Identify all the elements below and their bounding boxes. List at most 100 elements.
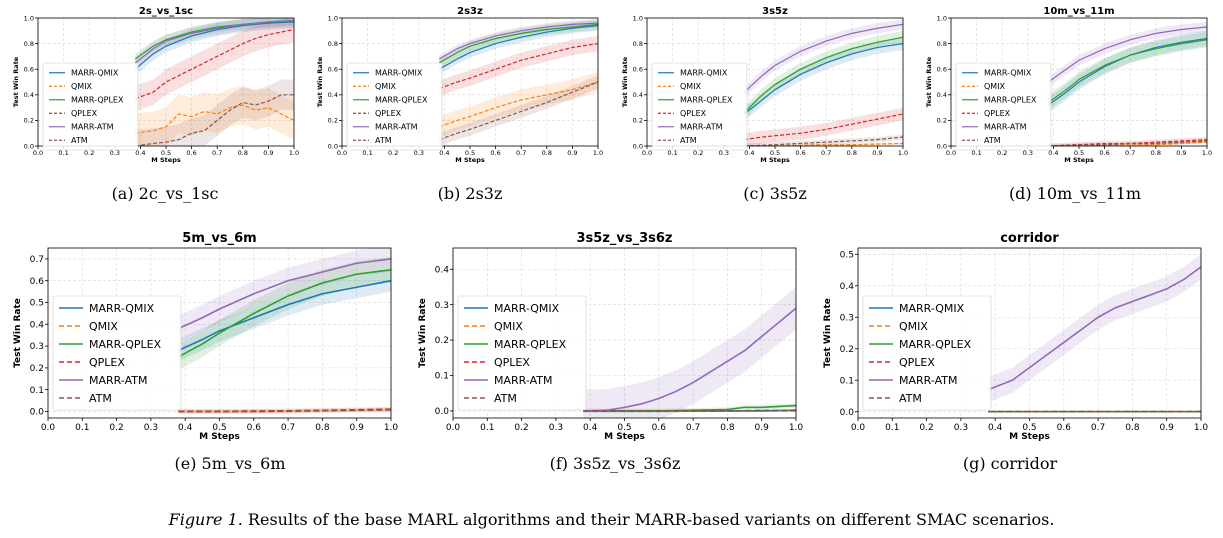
line-atm xyxy=(135,94,294,146)
x-tick-label: 0.8 xyxy=(1125,423,1140,433)
y-axis-label: Test Win Rate xyxy=(418,298,428,368)
x-tick-label: 0.4 xyxy=(583,423,598,433)
legend-label-atm: ATM xyxy=(71,136,88,145)
chart-2s-vs-1sc: 0.0 0.1 0.2 0.3 0.4 0.5 0.6 0.7 0.8 0.9 1.0 0.0 0.2 0… xyxy=(12,6,299,164)
band-marr-qmix xyxy=(135,18,294,76)
legend-label-qplex: QPLEX xyxy=(984,109,1011,118)
y-tick-label: 0.8 xyxy=(633,40,643,48)
series-group xyxy=(1047,21,1207,146)
band-atm xyxy=(135,79,294,146)
legend-label-marr-qplex: MARR-QPLEX xyxy=(375,96,428,105)
line-marr-qmix xyxy=(438,25,598,70)
chart-title: 5m_vs_6m xyxy=(182,231,256,246)
y-tick-label: 0.0 xyxy=(840,408,855,418)
x-tick-label: 0.0 xyxy=(337,149,347,157)
legend-label-atm: ATM xyxy=(680,136,697,145)
subcaption-d: (d) 10m_vs_11m xyxy=(1008,184,1142,203)
line-marr-qplex xyxy=(177,269,391,358)
x-tick-label: 0.5 xyxy=(617,423,631,433)
x-tick-label: 0.4 xyxy=(1048,149,1058,157)
x-tick-label: 0.2 xyxy=(84,149,94,157)
x-tick-label: 0.8 xyxy=(238,149,248,157)
line-marr-atm xyxy=(134,19,294,64)
legend-box xyxy=(862,295,992,411)
x-tick-label: 0.1 xyxy=(971,149,981,157)
x-tick-label: 0.9 xyxy=(1160,423,1175,433)
chart-title: 10m_vs_11m xyxy=(1043,6,1114,17)
x-tick-label: 0.7 xyxy=(516,149,526,157)
y-tick-label: 0.7 xyxy=(30,255,44,265)
y-tick-label: 0.0 xyxy=(633,142,643,150)
x-tick-label: 0.7 xyxy=(281,423,295,433)
band-marr-qplex xyxy=(178,256,391,371)
y-tick-label: 0.3 xyxy=(840,313,854,323)
line-marr-qplex xyxy=(1047,39,1207,103)
x-tick-label: 0.2 xyxy=(693,149,703,157)
x-tick-label: 1.0 xyxy=(898,149,908,157)
y-tick-label: 0.4 xyxy=(840,282,855,292)
y-axis-label: Test Win Rate xyxy=(621,56,629,107)
x-axis-label: M Steps xyxy=(1009,432,1050,442)
x-tick-label: 0.5 xyxy=(1022,423,1036,433)
x-tick-label: 0.2 xyxy=(919,423,933,433)
x-tick-label: 0.1 xyxy=(362,149,372,157)
line-marr-qplex xyxy=(743,36,903,114)
x-tick-label: 0.2 xyxy=(514,423,528,433)
y-tick-label: 0.1 xyxy=(30,386,44,396)
x-tick-label: 0.4 xyxy=(178,423,193,433)
y-tick-label: 0.3 xyxy=(435,301,449,311)
legend-label-qplex: QPLEX xyxy=(89,356,125,369)
y-tick-label: 0.1 xyxy=(840,376,854,386)
x-tick-label: 0.3 xyxy=(954,423,968,433)
subcaption-a: (a) 2c_vs_1sc xyxy=(111,184,219,203)
y-axis-label: Test Win Rate xyxy=(316,56,324,107)
x-tick-label: 0.3 xyxy=(144,423,158,433)
x-tick-label: 1.0 xyxy=(1202,149,1212,157)
y-tick-label: 1.0 xyxy=(633,14,643,22)
x-tick-label: 0.8 xyxy=(847,149,857,157)
legend-label-marr-qplex: MARR-QPLEX xyxy=(899,338,972,351)
x-tick-label: 0.1 xyxy=(75,423,89,433)
legend-box xyxy=(457,295,587,411)
chart-title: 2s3z xyxy=(457,6,483,17)
y-tick-label: 0.2 xyxy=(24,117,34,125)
legend-label-marr-qplex: MARR-QPLEX xyxy=(71,96,124,105)
legend-label-marr-atm: MARR-ATM xyxy=(71,123,114,132)
y-tick-label: 0.1 xyxy=(435,372,449,382)
series-group xyxy=(177,248,391,414)
legend-label-qmix: QMIX xyxy=(375,82,397,91)
x-tick-label: 0.5 xyxy=(1074,149,1084,157)
band-qmix xyxy=(178,407,391,414)
legend: MARR-QMIX QMIX MARR-QPLEX QPLEX MARR-ATM ATM xyxy=(346,62,443,151)
subcaption-e: (e) 5m_vs_6m xyxy=(174,454,286,473)
y-tick-label: 0.4 xyxy=(328,91,338,99)
x-tick-label: 0.0 xyxy=(33,149,43,157)
y-tick-label: 0.0 xyxy=(937,142,947,150)
band-qplex xyxy=(744,107,903,146)
line-marr-atm xyxy=(583,307,796,412)
series-group xyxy=(743,19,903,146)
legend-label-qmix: QMIX xyxy=(680,82,702,91)
y-tick-label: 0.4 xyxy=(435,265,450,275)
legend-label-qmix: QMIX xyxy=(984,82,1006,91)
y-tick-label: 0.0 xyxy=(30,408,45,418)
chart-title: 2s_vs_1sc xyxy=(139,6,193,17)
legend-label-atm: ATM xyxy=(899,392,922,405)
x-tick-label: 0.2 xyxy=(997,149,1007,157)
x-tick-label: 0.7 xyxy=(212,149,222,157)
legend-label-marr-atm: MARR-ATM xyxy=(89,374,147,387)
legend-box xyxy=(651,62,748,151)
x-tick-label: 0.4 xyxy=(988,423,1003,433)
y-tick-label: 1.0 xyxy=(24,14,34,22)
y-axis-label: Test Win Rate xyxy=(12,56,20,107)
x-tick-label: 0.5 xyxy=(212,423,226,433)
chart-3s5z: 0.0 0.1 0.2 0.3 0.4 0.5 0.6 0.7 0.8 0.9 1.0 0.0 0.2 0… xyxy=(621,6,908,164)
y-tick-label: 0.6 xyxy=(24,65,34,73)
line-marr-qmix xyxy=(178,279,391,352)
subcaption-f: (f) 3s5z_vs_3s6z xyxy=(549,454,681,473)
x-tick-label: 0.2 xyxy=(388,149,398,157)
y-tick-label: 0.3 xyxy=(30,342,44,352)
x-tick-label: 0.2 xyxy=(109,423,123,433)
x-tick-label: 0.9 xyxy=(872,149,882,157)
legend-label-marr-qplex: MARR-QPLEX xyxy=(494,338,567,351)
